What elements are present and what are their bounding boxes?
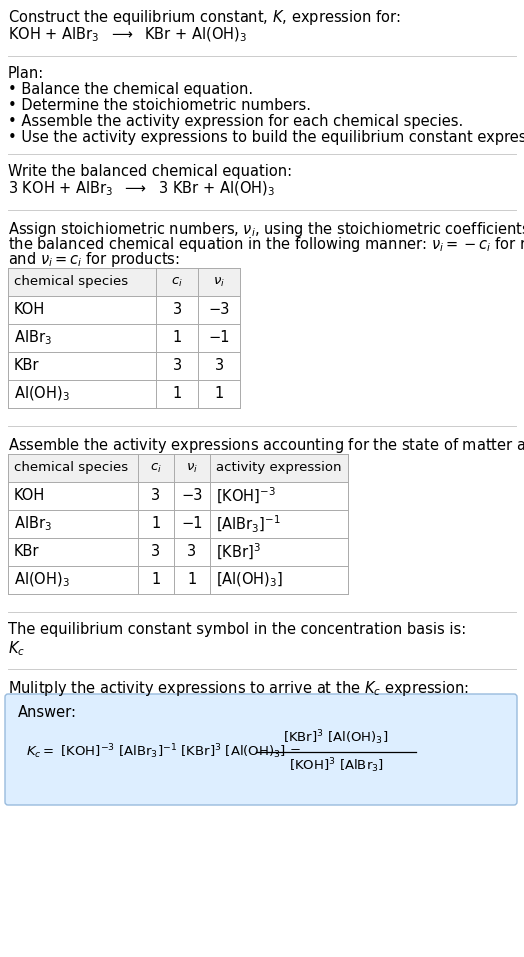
Text: [KOH]$^3$ [AlBr$_3$]: [KOH]$^3$ [AlBr$_3$] [289,757,384,775]
Text: 1: 1 [214,387,224,402]
Text: KOH: KOH [14,488,45,503]
Text: the balanced chemical equation in the following manner: $\nu_i = -c_i$ for react: the balanced chemical equation in the fo… [8,235,524,254]
Text: 1: 1 [151,517,161,531]
Text: • Balance the chemical equation.: • Balance the chemical equation. [8,82,253,97]
Text: and $\nu_i = c_i$ for products:: and $\nu_i = c_i$ for products: [8,250,180,269]
Text: KOH: KOH [14,302,45,318]
Bar [8,510,348,538]
Text: The equilibrium constant symbol in the concentration basis is:: The equilibrium constant symbol in the c… [8,622,466,637]
Text: $c_i$: $c_i$ [150,461,162,475]
Text: 3: 3 [172,302,181,318]
Text: KBr: KBr [14,545,39,560]
Text: Assemble the activity expressions accounting for the state of matter and $\nu_i$: Assemble the activity expressions accoun… [8,436,524,455]
Bar [8,538,348,566]
Text: [AlBr$_3$]$^{-1}$: [AlBr$_3$]$^{-1}$ [216,514,281,535]
Text: 1: 1 [188,572,196,588]
Text: KOH + AlBr$_3$  $\longrightarrow$  KBr + Al(OH)$_3$: KOH + AlBr$_3$ $\longrightarrow$ KBr + A… [8,26,247,44]
Text: Plan:: Plan: [8,66,44,81]
Text: −1: −1 [181,517,203,531]
Text: 3: 3 [151,488,160,503]
Text: Al(OH)$_3$: Al(OH)$_3$ [14,570,70,590]
Text: 3: 3 [172,359,181,373]
Text: $\nu_i$: $\nu_i$ [213,276,225,289]
Bar [8,324,240,352]
FancyBboxPatch shape [5,694,517,805]
Text: $\nu_i$: $\nu_i$ [186,461,198,475]
Text: AlBr$_3$: AlBr$_3$ [14,515,52,533]
Text: $c_i$: $c_i$ [171,276,183,289]
Text: [KOH]$^{-3}$: [KOH]$^{-3}$ [216,486,276,506]
Text: chemical species: chemical species [14,276,128,288]
Text: 1: 1 [172,330,182,345]
Text: AlBr$_3$: AlBr$_3$ [14,328,52,347]
Text: 3 KOH + AlBr$_3$  $\longrightarrow$  3 KBr + Al(OH)$_3$: 3 KOH + AlBr$_3$ $\longrightarrow$ 3 KBr… [8,180,275,198]
Bar [8,268,240,296]
Text: [KBr]$^3$: [KBr]$^3$ [216,542,261,562]
Bar [8,482,348,510]
Text: • Assemble the activity expression for each chemical species.: • Assemble the activity expression for e… [8,114,463,129]
Text: 3: 3 [188,545,196,560]
Text: activity expression: activity expression [216,461,342,475]
Text: Mulitply the activity expressions to arrive at the $K_c$ expression:: Mulitply the activity expressions to arr… [8,679,469,698]
Bar [8,566,348,594]
Bar [8,380,240,408]
Text: • Determine the stoichiometric numbers.: • Determine the stoichiometric numbers. [8,98,311,113]
Text: • Use the activity expressions to build the equilibrium constant expression.: • Use the activity expressions to build … [8,130,524,145]
Text: [Al(OH)$_3$]: [Al(OH)$_3$] [216,570,283,590]
Text: KBr: KBr [14,359,39,373]
Text: 1: 1 [172,387,182,402]
Text: −1: −1 [208,330,230,345]
Text: −3: −3 [209,302,230,318]
Text: $K_c = $ [KOH]$^{-3}$ [AlBr$_3$]$^{-1}$ [KBr]$^3$ [Al(OH)$_3$] =: $K_c = $ [KOH]$^{-3}$ [AlBr$_3$]$^{-1}$ … [26,743,301,762]
Text: Construct the equilibrium constant, $K$, expression for:: Construct the equilibrium constant, $K$,… [8,8,401,27]
Text: [KBr]$^3$ [Al(OH)$_3$]: [KBr]$^3$ [Al(OH)$_3$] [283,728,389,747]
Bar [8,296,240,324]
Text: $K_c$: $K_c$ [8,639,25,657]
Text: Write the balanced chemical equation:: Write the balanced chemical equation: [8,164,292,179]
Text: 1: 1 [151,572,161,588]
Text: Assign stoichiometric numbers, $\nu_i$, using the stoichiometric coefficients, $: Assign stoichiometric numbers, $\nu_i$, … [8,220,524,239]
Bar [8,454,348,482]
Text: 3: 3 [151,545,160,560]
Text: chemical species: chemical species [14,461,128,475]
Text: Al(OH)$_3$: Al(OH)$_3$ [14,385,70,403]
Bar [8,352,240,380]
Text: 3: 3 [214,359,224,373]
Text: Answer:: Answer: [18,705,77,720]
Text: −3: −3 [181,488,203,503]
